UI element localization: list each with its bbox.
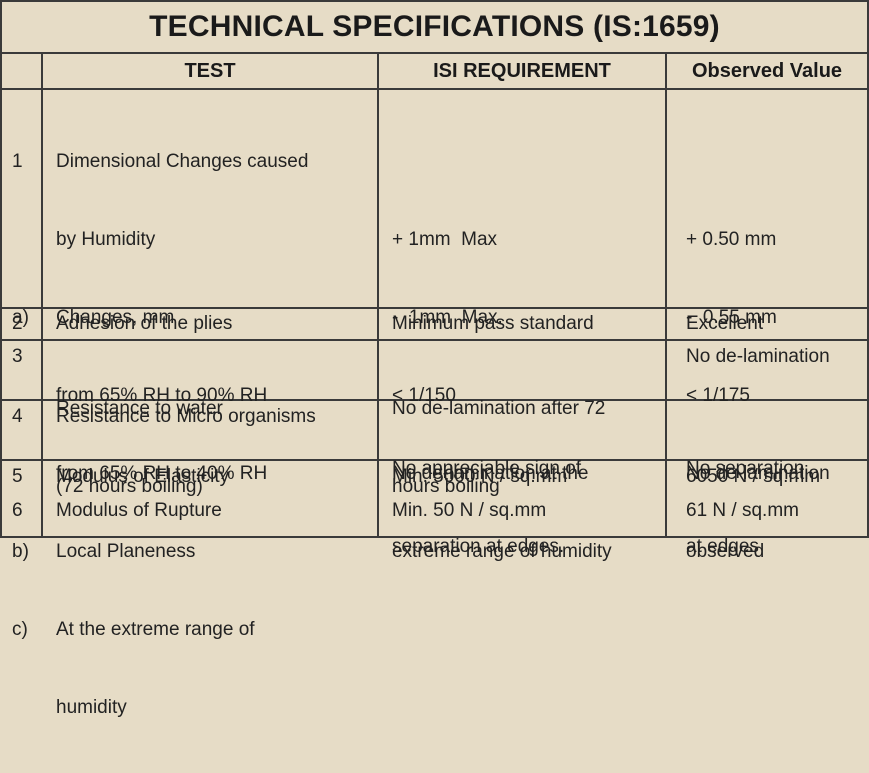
requirement-line: - 1mm Max.: [392, 307, 503, 328]
test-line: Resistance to water: [56, 398, 223, 419]
row-5-test: Modulus of Elasticity: [56, 466, 230, 487]
column-divider: [665, 54, 667, 536]
row-4-test: Resistance to Micro organisms: [56, 406, 316, 427]
row-6-index: 6: [12, 500, 23, 521]
row-3-requirement: No de-lamination after 72 hours boiling: [392, 344, 605, 552]
test-line: (72 hours boiling): [56, 476, 203, 497]
test-line: Dimensional Changes caused: [56, 151, 309, 172]
observed-line: No de-lamination: [686, 463, 830, 484]
row-3-index: 3: [12, 346, 23, 367]
row-3-observed: No de-lamination: [686, 346, 830, 367]
row-1-index: 1 a) b) c): [12, 97, 33, 695]
observed-line: - 0.55 mm: [686, 307, 777, 328]
index-label: [12, 227, 33, 253]
row-5-index: 5: [12, 466, 23, 487]
spec-table: TECHNICAL SPECIFICATIONS (IS:1659) TEST …: [0, 0, 869, 718]
test-line: At the extreme range of: [56, 619, 255, 640]
row-3-test: Resistance to water (72 hours boiling): [56, 344, 223, 552]
row-2-requirement: Minimum pass standard: [392, 313, 594, 334]
row-5-observed: 6050 N / sq.mm: [686, 466, 821, 487]
header-observed-value: Observed Value: [691, 60, 843, 82]
row-6-requirement: Min. 50 N / sq.mm: [392, 500, 547, 521]
header-divider: [2, 88, 867, 90]
row-divider: [2, 459, 867, 461]
requirement-line: hours boiling: [392, 476, 500, 497]
row-2-test: Adhesion of the plies: [56, 313, 233, 334]
header-test: TEST: [184, 60, 236, 82]
requirement-line: + 1mm Max: [392, 229, 498, 250]
test-line: by Humidity: [56, 229, 156, 250]
table-title: TECHNICAL SPECIFICATIONS (IS:1659): [2, 2, 867, 54]
requirement-line: No de-lamination at the: [392, 463, 589, 484]
row-divider: [2, 399, 867, 401]
column-divider: [41, 54, 43, 536]
index-label: c): [12, 619, 28, 640]
row-4-index: 4: [12, 406, 23, 427]
column-divider: [377, 54, 379, 536]
observed-line: < 1/175: [686, 385, 750, 406]
test-line: humidity: [56, 697, 127, 718]
row-6-observed: 61 N / sq.mm: [686, 500, 799, 521]
row-2-observed: Excellent: [686, 313, 764, 334]
index-label: a): [12, 307, 29, 328]
row-5-requirement: Min. 5000 N / sq.mm: [392, 466, 568, 487]
row-divider: [2, 339, 867, 341]
row-divider: [2, 307, 867, 309]
test-line: Changes, mm: [56, 307, 175, 328]
test-line: from 65% RH to 40% RH: [56, 463, 268, 484]
requirement-line: No de-lamination after 72: [392, 398, 606, 419]
observed-line: No separation: [686, 458, 805, 479]
header-isi-requirement: ISI REQUIREMENT: [433, 60, 611, 82]
row-2-index: 2: [12, 313, 23, 334]
observed-line: + 0.50 mm: [686, 229, 777, 250]
index-label: 1: [12, 151, 23, 172]
row-6-test: Modulus of Rupture: [56, 500, 222, 521]
requirement-line: No appreciable sign of: [392, 458, 582, 479]
index-label: b): [12, 541, 29, 562]
test-line: from 65% RH to 90% RH: [56, 385, 268, 406]
requirement-line: < 1/150: [392, 385, 456, 406]
